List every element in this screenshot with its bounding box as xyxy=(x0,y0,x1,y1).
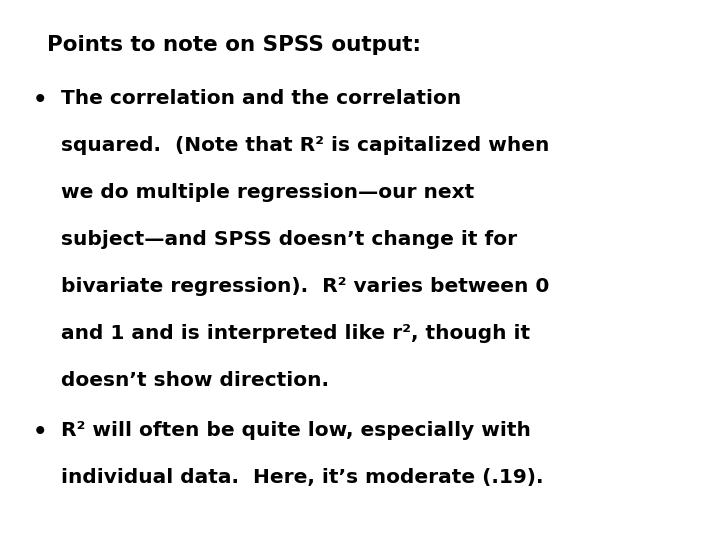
Text: we do multiple regression—our next: we do multiple regression—our next xyxy=(61,183,474,202)
Text: doesn’t show direction.: doesn’t show direction. xyxy=(61,371,329,390)
Text: •: • xyxy=(32,421,47,444)
Text: •: • xyxy=(32,89,47,112)
Text: individual data.  Here, it’s moderate (.19).: individual data. Here, it’s moderate (.1… xyxy=(61,468,544,487)
Text: bivariate regression).  R² varies between 0: bivariate regression). R² varies between… xyxy=(61,277,549,296)
Text: squared.  (Note that R² is capitalized when: squared. (Note that R² is capitalized wh… xyxy=(61,136,549,155)
Text: and 1 and is interpreted like r², though it: and 1 and is interpreted like r², though… xyxy=(61,324,531,343)
Text: Points to note on SPSS output:: Points to note on SPSS output: xyxy=(47,35,420,55)
Text: R² will often be quite low, especially with: R² will often be quite low, especially w… xyxy=(61,421,531,440)
Text: subject—and SPSS doesn’t change it for: subject—and SPSS doesn’t change it for xyxy=(61,230,518,249)
Text: The correlation and the correlation: The correlation and the correlation xyxy=(61,89,462,108)
